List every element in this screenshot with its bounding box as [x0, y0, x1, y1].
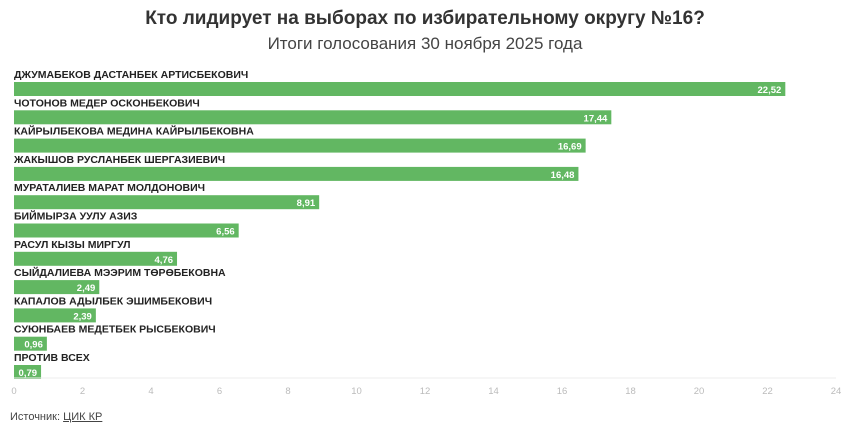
category-label: БИЙМЫРЗА УУЛУ АЗИЗ — [14, 210, 138, 223]
data-label: 0,96 — [24, 340, 43, 351]
data-label: 0,79 — [19, 368, 38, 379]
category-label: ЖАКЫШОВ РУСЛАНБЕК ШЕРГАЗИЕВИЧ — [13, 154, 225, 166]
x-tick-label: 4 — [148, 386, 153, 397]
bar — [14, 308, 96, 323]
source-note: Источник: ЦИК КР — [10, 411, 102, 423]
data-label: 8,91 — [297, 198, 316, 209]
x-tick-label: 12 — [420, 386, 431, 397]
source-link[interactable]: ЦИК КР — [63, 411, 103, 423]
category-label: СЫЙДАЛИЕВА МЭЭРИМ ТӨРӨБЕКОВНА — [14, 266, 226, 279]
category-label: ДЖУМАБЕКОВ ДАСТАНБЕК АРТИСБЕКОВИЧ — [14, 69, 248, 81]
bar — [14, 82, 786, 96]
data-label: 16,48 — [551, 170, 575, 181]
bar — [14, 280, 100, 295]
x-tick-label: 14 — [488, 386, 499, 397]
data-label: 22,52 — [758, 85, 782, 96]
x-tick-label: 2 — [80, 386, 85, 397]
x-tick-label: 6 — [217, 386, 222, 397]
bar — [14, 195, 320, 210]
bar — [14, 336, 47, 351]
category-label: ЧОТОНОВ МЕДЕР ОСКОНБЕКОВИЧ — [14, 97, 200, 109]
bar — [14, 166, 579, 181]
bar — [14, 110, 612, 125]
x-tick-label: 0 — [11, 386, 16, 397]
category-label: РАСУЛ КЫЗЫ МИРГУЛ — [14, 239, 130, 251]
data-label: 16,69 — [558, 142, 582, 153]
x-tick-label: 20 — [694, 386, 705, 397]
bar — [14, 251, 178, 266]
bar — [14, 365, 42, 379]
category-label: МУРАТАЛИЕВ МАРАТ МОЛДОНОВИЧ — [14, 182, 205, 194]
category-label: КАЙРЫЛБЕКОВА МЕДИНА КАЙРЫЛБЕКОВНА — [14, 125, 254, 138]
data-label: 4,76 — [155, 255, 174, 266]
x-tick-label: 18 — [625, 386, 636, 397]
data-label: 2,39 — [73, 311, 92, 322]
bar — [14, 223, 239, 238]
x-tick-label: 16 — [557, 386, 568, 397]
x-tick-label: 10 — [351, 386, 362, 397]
category-label: КАПАЛОВ АДЫЛБЕК ЭШИМБЕКОВИЧ — [14, 295, 212, 307]
chart-title: Кто лидирует на выборах по избирательном… — [145, 8, 705, 29]
category-label: СУЮНБАЕВ МЕДЕТБЕК РЫСБЕКОВИЧ — [14, 324, 216, 336]
bar — [14, 138, 586, 153]
data-label: 2,49 — [77, 283, 96, 294]
data-label: 17,44 — [584, 113, 608, 124]
chart-subtitle: Итоги голосования 30 ноября 2025 года — [267, 34, 583, 53]
x-tick-label: 8 — [285, 386, 290, 397]
data-label: 6,56 — [216, 227, 235, 238]
source-label: Источник: — [10, 411, 61, 423]
category-label: ПРОТИВ ВСЕХ — [14, 352, 90, 364]
x-tick-label: 24 — [831, 386, 842, 397]
x-tick-label: 22 — [762, 386, 773, 397]
